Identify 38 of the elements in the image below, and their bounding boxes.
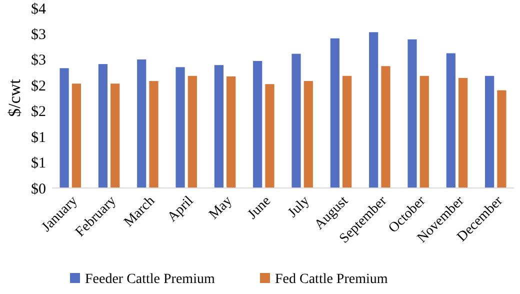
y-tick-label: $2 bbox=[31, 104, 46, 120]
y-tick-label: $2 bbox=[31, 78, 46, 94]
bar bbox=[485, 76, 494, 188]
bar bbox=[458, 78, 468, 188]
bar bbox=[369, 32, 378, 188]
y-tick-label: $3 bbox=[31, 26, 46, 43]
bar bbox=[214, 65, 224, 188]
bar bbox=[265, 84, 274, 188]
y-tick-label: $3 bbox=[31, 52, 46, 69]
bar bbox=[253, 60, 262, 188]
bar bbox=[420, 76, 429, 188]
bar bbox=[381, 66, 390, 188]
bar bbox=[176, 67, 185, 188]
bar bbox=[497, 90, 506, 188]
legend-label: Fed Cattle Premium bbox=[275, 272, 388, 287]
bar bbox=[60, 68, 69, 188]
bar bbox=[98, 64, 108, 188]
bar bbox=[188, 76, 197, 188]
y-tick-label: $0 bbox=[31, 181, 46, 198]
bar bbox=[149, 81, 158, 188]
bar bbox=[408, 39, 417, 188]
bar bbox=[72, 84, 81, 188]
bar bbox=[330, 38, 340, 188]
y-tick-label: $1 bbox=[31, 130, 46, 146]
x-tick-label: June bbox=[245, 194, 274, 222]
x-tick-label: May bbox=[206, 194, 236, 222]
legend-label: Feeder Cattle Premium bbox=[85, 272, 215, 287]
bar bbox=[137, 59, 146, 188]
bar bbox=[304, 81, 313, 188]
bar bbox=[110, 84, 120, 188]
x-tick-label: July bbox=[286, 194, 313, 221]
bar bbox=[342, 76, 352, 188]
bar bbox=[226, 76, 236, 188]
y-tick-label: $1 bbox=[31, 156, 46, 172]
y-axis-title: $/cwt bbox=[4, 78, 24, 117]
bar bbox=[446, 53, 456, 188]
y-tick-label: $4 bbox=[31, 1, 46, 18]
bar bbox=[292, 54, 301, 188]
